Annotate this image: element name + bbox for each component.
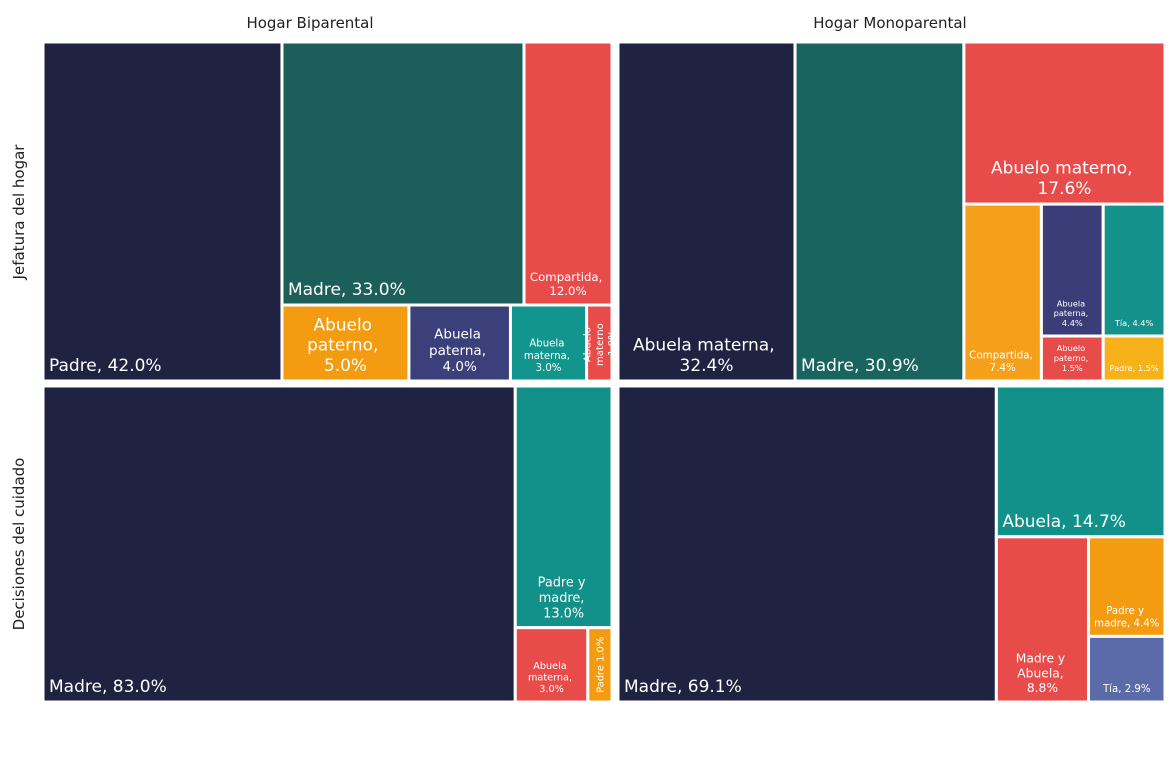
tile (41, 40, 284, 383)
tile (513, 626, 590, 704)
label-line: Abuela (1057, 298, 1088, 308)
label-line: 1.5% (1062, 363, 1083, 373)
tile-label: Abuelo materno, 17.6% (991, 159, 1138, 199)
tile (962, 202, 1043, 383)
label-line: 1.0% (607, 330, 618, 356)
tile-label: Madre, 30.9% (801, 356, 919, 376)
tile (280, 303, 411, 383)
label-line: Abuela, 14.7% (1002, 512, 1126, 532)
tile-label: Compartida, 12.0% (530, 270, 606, 298)
tile-label: Madre y Abuela, 8.8% (1016, 652, 1069, 695)
column-title: Hogar Monoparental (813, 14, 966, 32)
label-line: Madre, 83.0% (49, 677, 167, 697)
tile-label: Abuelo paterno, 5.0% (307, 314, 384, 375)
label-line: Padre, 42.0% (49, 356, 162, 376)
label-line: paterna, (1054, 308, 1091, 318)
tile (585, 303, 614, 383)
label-line: 3.0% (539, 684, 564, 695)
label-line: 4.0% (443, 359, 477, 375)
tile (513, 384, 614, 630)
tile-label: Padre y madre, 4.4% (1094, 606, 1160, 629)
tile-label: Padre 1.0% (595, 637, 606, 693)
tile (616, 40, 797, 383)
label-line: Abuelo (583, 324, 594, 362)
label-line: materno (595, 320, 606, 366)
label-line: Padre 1.0% (595, 637, 606, 693)
label-line: materna, (528, 672, 575, 683)
tile-label: Madre, 33.0% (288, 280, 406, 300)
tile (280, 40, 526, 307)
tile (586, 626, 614, 704)
tile-label: Tía, 2.9% (1102, 683, 1151, 695)
tile-label: Padre, 1.5% (1110, 363, 1159, 373)
tile (994, 384, 1167, 539)
label-line: Madre y (1016, 652, 1069, 666)
label-line: 7.4% (990, 362, 1016, 374)
tile-label: Abuela paterna, 4.4% (1054, 298, 1091, 328)
tile-label: Padre, 42.0% (49, 356, 162, 376)
tile-label: Abuela materna, 32.4% (633, 336, 780, 376)
tile (1101, 334, 1167, 383)
label-line: paterno, (307, 335, 384, 355)
label-line: 5.0% (324, 355, 367, 375)
tile-label: Abuela, 14.7% (1002, 512, 1126, 532)
tile (793, 40, 966, 383)
label-line: Abuela (529, 339, 567, 350)
tile-label: Compartida, 7.4% (969, 350, 1036, 374)
tile (962, 40, 1167, 206)
tile-label: Abuelo paterno, 1.5% (1054, 343, 1091, 373)
column-title: Hogar Biparental (246, 14, 373, 32)
label-line: Tía, 4.4% (1114, 318, 1154, 328)
row-title: Jefatura del hogar (10, 144, 28, 281)
tile (1087, 634, 1167, 704)
tile-label: Abuela paterna, 4.0% (429, 327, 490, 375)
label-line: 32.4% (680, 356, 734, 376)
label-line: Abuelo materno, (991, 159, 1138, 179)
label-line: Abuela, (1017, 666, 1067, 680)
label-line: 8.8% (1027, 681, 1058, 695)
tile (1101, 202, 1167, 338)
label-line: Tía, 2.9% (1102, 683, 1151, 695)
label-line: 17.6% (1037, 179, 1091, 199)
tile-label: Padre y madre, 13.0% (538, 576, 590, 622)
tile (522, 40, 614, 307)
tile (508, 303, 589, 383)
label-line: Abuelo (1057, 343, 1088, 353)
tile (407, 303, 512, 383)
label-line: Padre y (1106, 606, 1147, 617)
label-line: Abuela materna, (633, 336, 780, 356)
tile (41, 384, 517, 704)
label-line: madre, (539, 591, 589, 606)
label-line: paterna, (429, 343, 490, 359)
label-line: Madre, 30.9% (801, 356, 919, 376)
label-line: 4.4% (1062, 318, 1083, 328)
row-title: Decisiones del cuidado (10, 458, 28, 631)
label-line: Abuela (533, 661, 569, 672)
tile-label: Madre, 83.0% (49, 677, 167, 697)
tile (994, 535, 1091, 704)
tile-label: Abuela materna, 3.0% (524, 339, 573, 374)
label-line: Abuela (434, 327, 485, 343)
label-line: Padre y (538, 576, 590, 591)
label-line: Madre, 69.1% (624, 677, 742, 697)
label-line: Compartida, (530, 270, 606, 284)
tile-label: Abuelo materno 1.0% (583, 320, 618, 366)
label-line: materna, (524, 351, 573, 362)
tile-label: Madre, 69.1% (624, 677, 742, 697)
label-line: Madre, 33.0% (288, 280, 406, 300)
tile (616, 384, 998, 704)
label-line: madre, 4.4% (1094, 618, 1160, 629)
label-line: Compartida, (969, 350, 1036, 362)
label-line: paterno, (1054, 353, 1091, 363)
label-line: 3.0% (536, 363, 562, 374)
tile (1087, 535, 1167, 638)
label-line: Padre, 1.5% (1110, 363, 1159, 373)
label-line: 12.0% (549, 284, 586, 298)
tile-label: Tía, 4.4% (1114, 318, 1154, 328)
tile-label: Abuela materna, 3.0% (528, 661, 575, 695)
label-line: 13.0% (543, 607, 584, 622)
label-line: Abuelo (314, 314, 378, 334)
